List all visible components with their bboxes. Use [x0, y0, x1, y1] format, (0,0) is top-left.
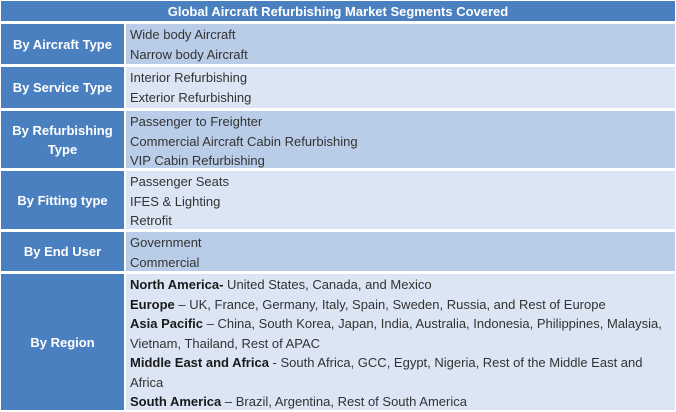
region-name: South America	[130, 394, 222, 409]
category-values: Passenger to Freighter Commercial Aircra…	[125, 109, 676, 169]
list-item: Wide body Aircraft	[130, 27, 236, 42]
category-values: Government Commercial	[125, 230, 676, 272]
region-list: – Brazil, Argentina, Rest of South Ameri…	[221, 394, 467, 409]
region-list: - South Africa, GCC, Egypt, Nigeria, Res…	[130, 355, 643, 390]
table-row-refurbishing-type: By Refurbishing Type Passenger to Freigh…	[0, 109, 676, 169]
region-list: United States, Canada, and Mexico	[223, 277, 432, 292]
list-item: Passenger to Freighter	[130, 114, 263, 129]
category-values: Interior Refurbishing Exterior Refurbish…	[125, 65, 676, 109]
region-item: Europe – UK, France, Germany, Italy, Spa…	[130, 295, 671, 315]
category-label: By Aircraft Type	[0, 22, 125, 65]
region-item: South America – Brazil, Argentina, Rest …	[130, 392, 671, 412]
category-label: By End User	[0, 230, 125, 272]
category-label: By Fitting type	[0, 169, 125, 230]
table-row-end-user: By End User Government Commercial	[0, 230, 676, 272]
region-item: Asia Pacific – China, South Korea, Japan…	[130, 314, 671, 353]
category-values: Passenger Seats IFES & Lighting Retrofit	[125, 169, 676, 230]
list-item: Interior Refurbishing	[130, 70, 248, 85]
region-name: North America-	[130, 277, 224, 292]
list-item: VIP Cabin Refurbishing	[130, 153, 265, 168]
category-values: Wide body Aircraft Narrow body Aircraft	[125, 22, 676, 65]
category-label: By Service Type	[0, 65, 125, 109]
table-row-aircraft-type: By Aircraft Type Wide body Aircraft Narr…	[0, 22, 676, 65]
region-name: Europe	[130, 296, 175, 312]
table-title: Global Aircraft Refurbishing Market Segm…	[0, 0, 676, 22]
category-values: North America- United States, Canada, an…	[125, 272, 676, 411]
table-row-service-type: By Service Type Interior Refurbishing Ex…	[0, 65, 676, 109]
list-item: Exterior Refurbishing	[130, 89, 252, 105]
list-item: IFES & Lighting	[130, 193, 221, 209]
list-item: Government	[130, 235, 202, 250]
category-label: By Region	[0, 272, 125, 411]
list-item: Commercial Aircraft Cabin Refurbishing	[130, 133, 358, 149]
list-item: Passenger Seats	[130, 174, 230, 189]
category-label: By Refurbishing Type	[0, 109, 125, 169]
region-item: North America- United States, Canada, an…	[130, 275, 671, 295]
list-item: Commercial	[130, 254, 200, 270]
table-row-fitting-type: By Fitting type Passenger Seats IFES & L…	[0, 169, 676, 230]
region-list: – UK, France, Germany, Italy, Spain, Swe…	[174, 296, 606, 312]
region-list: – China, South Korea, Japan, India, Aust…	[130, 316, 662, 351]
list-item: Narrow body Aircraft	[130, 46, 248, 62]
list-item: Retrofit	[130, 213, 172, 228]
region-item: Middle East and Africa - South Africa, G…	[130, 353, 671, 392]
region-name: Middle East and Africa	[130, 355, 269, 370]
table-row-region: By Region North America- United States, …	[0, 272, 676, 411]
region-name: Asia Pacific	[130, 316, 203, 331]
